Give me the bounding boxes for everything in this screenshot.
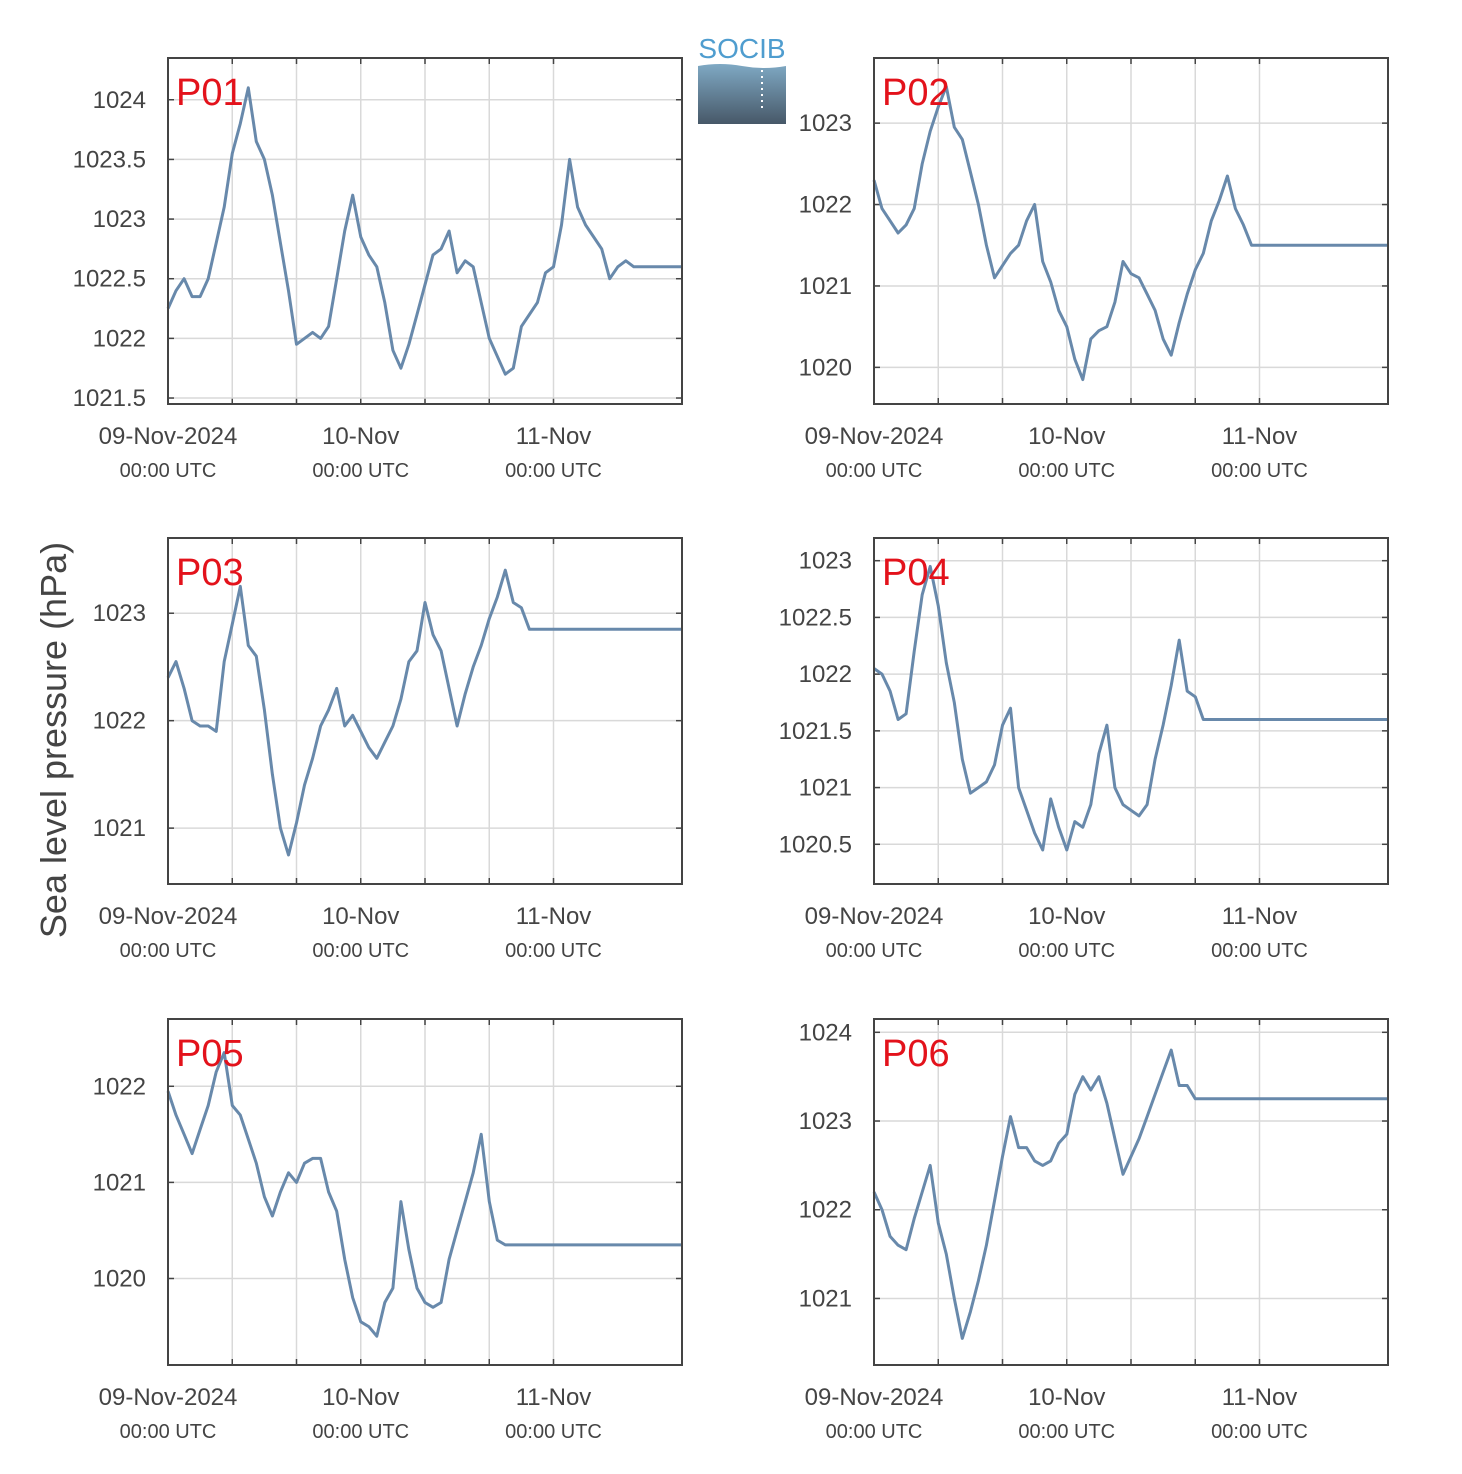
plot-frame [167,1018,683,1366]
x-tick-label: 10-Nov [1028,423,1105,450]
x-tick-sublabel: 00:00 UTC [1211,940,1308,962]
y-tick-label: 1021 [93,815,146,842]
y-tick-label: 1021 [93,1169,146,1196]
y-tick-label: 1023 [93,600,146,627]
pressure-series-line [166,86,682,376]
x-tick-label: 11-Nov [1222,423,1298,450]
x-tick-sublabel: 00:00 UTC [505,940,602,962]
y-tick-label: 1021.5 [779,718,852,745]
panel-p05: 1020 1021 1022 P05 09-Nov-2024 00:00 UTC 10-No… [93,1018,683,1443]
pressure-series-line [166,568,682,857]
logo-wave-mark [698,64,786,124]
x-tick-sublabel: 00:00 UTC [1018,460,1115,482]
x-tick-label: 10-Nov [322,423,399,450]
x-tick-label: 11-Nov [516,903,592,930]
plot-frame [167,537,683,885]
y-tick-label: 1020 [93,1266,146,1293]
pressure-series-line [872,1048,1388,1340]
panel-p06: 1021 1022 1023 1024 P06 09-Nov-2024 00:00 UTC 1… [799,1018,1389,1443]
x-tick-label: 09-Nov-2024 [805,423,944,450]
y-tick-label: 1024 [799,1019,852,1046]
panel-p01: 1021.5 1022 1022.5 1023 1023.5 1024 P01 09-Nov-… [73,57,683,482]
y-tick-label: 1022 [93,325,146,352]
pressure-series-line [872,85,1388,382]
panel-label: P06 [882,1033,950,1075]
y-tick-label: 1020.5 [779,831,852,858]
x-tick-label: 11-Nov [1222,903,1298,930]
plot-frame [873,537,1389,885]
panel-p02: 1020 1021 1022 1023 P02 09-Nov-2024 00:00 UTC 1… [799,57,1389,482]
x-tick-sublabel: 00:00 UTC [1211,460,1308,482]
panel-p04: 1020.5 1021 1021.5 1022 1022.5 1023 P04 09-Nov-… [779,537,1389,962]
x-tick-sublabel: 00:00 UTC [826,1421,923,1443]
x-tick-sublabel: 00:00 UTC [312,940,409,962]
x-tick-label: 11-Nov [516,1384,592,1411]
y-tick-label: 1021 [799,1285,852,1312]
x-tick-sublabel: 00:00 UTC [826,940,923,962]
x-tick-sublabel: 00:00 UTC [826,460,923,482]
x-tick-sublabel: 00:00 UTC [120,460,217,482]
x-tick-label: 09-Nov-2024 [805,903,944,930]
panel-label: P03 [176,552,244,594]
y-tick-label: 1022 [93,708,146,735]
panel-label: P02 [882,72,950,114]
y-axis-label: Sea level pressure (hPa) [33,542,74,938]
pressure-series-line [166,1051,682,1338]
x-tick-sublabel: 00:00 UTC [312,460,409,482]
y-tick-label: 1020 [799,354,852,381]
x-tick-label: 11-Nov [1222,1384,1298,1411]
x-tick-sublabel: 00:00 UTC [1211,1421,1308,1443]
y-tick-label: 1022 [93,1073,146,1100]
y-tick-label: 1022 [799,1197,852,1224]
x-tick-label: 09-Nov-2024 [805,1384,944,1411]
x-tick-sublabel: 00:00 UTC [312,1421,409,1443]
y-tick-label: 1022.5 [73,266,146,293]
y-tick-label: 1023 [799,548,852,575]
y-tick-label: 1022 [799,661,852,688]
socib-logo: SOCIB [698,33,786,124]
plot-frame [873,1018,1389,1366]
x-tick-label: 09-Nov-2024 [99,1384,238,1411]
y-tick-label: 1022 [799,192,852,219]
x-tick-label: 11-Nov [516,423,592,450]
panel-label: P01 [176,72,244,114]
y-tick-label: 1023 [93,206,146,233]
x-tick-label: 09-Nov-2024 [99,903,238,930]
panel-p03: 1021 1022 1023 P03 09-Nov-2024 00:00 UTC 10-No… [93,537,683,962]
plot-frame [167,57,683,405]
plot-frame [873,57,1389,405]
panel-label: P04 [882,552,950,594]
pressure-series-line [873,564,1388,852]
y-tick-label: 1023.5 [73,146,146,173]
y-tick-label: 1021 [799,775,852,802]
x-tick-sublabel: 00:00 UTC [120,940,217,962]
panel-label: P05 [176,1033,244,1075]
y-tick-label: 1022.5 [779,604,852,631]
x-tick-sublabel: 00:00 UTC [505,1421,602,1443]
x-tick-sublabel: 00:00 UTC [1018,940,1115,962]
y-tick-label: 1023 [799,110,852,137]
y-tick-label: 1021.5 [73,385,146,412]
x-tick-label: 10-Nov [322,903,399,930]
x-tick-label: 10-Nov [1028,903,1105,930]
x-tick-label: 10-Nov [1028,1384,1105,1411]
x-tick-sublabel: 00:00 UTC [505,460,602,482]
y-tick-label: 1024 [93,87,146,114]
x-tick-sublabel: 00:00 UTC [120,1421,217,1443]
x-tick-sublabel: 00:00 UTC [1018,1421,1115,1443]
logo-text: SOCIB [698,33,785,64]
x-tick-label: 10-Nov [322,1384,399,1411]
y-tick-label: 1023 [799,1108,852,1135]
x-tick-label: 09-Nov-2024 [99,423,238,450]
y-tick-label: 1021 [799,273,852,300]
